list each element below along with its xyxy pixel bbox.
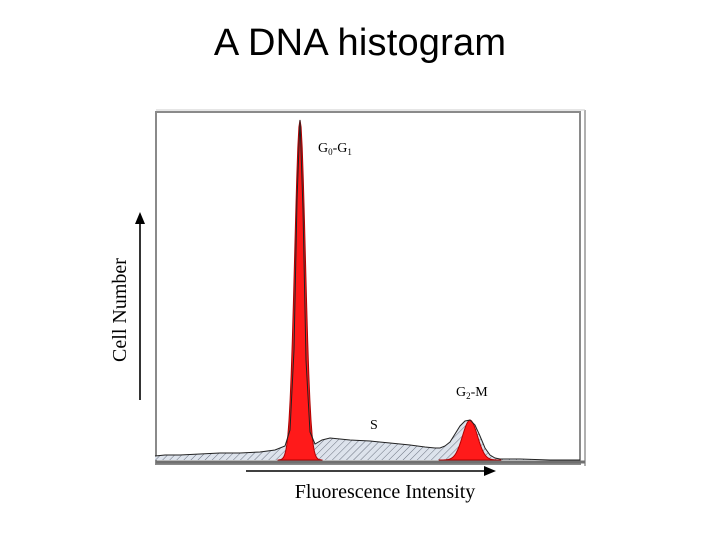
histogram-outline-line — [154, 119, 580, 461]
histogram-outline — [154, 119, 580, 461]
annotation-g0-g1-sub1: 0 — [328, 147, 333, 157]
peak-g0-g1 — [277, 119, 323, 461]
annotation-s: S — [370, 418, 378, 433]
y-axis-arrow — [135, 212, 145, 400]
annotation-g0-g1-sub2: 1 — [347, 147, 352, 157]
y-axis-label: Cell Number — [109, 258, 131, 362]
annotation-g0-g1-base: G — [318, 141, 328, 156]
annotation-g2-m-sub1: 2 — [466, 391, 471, 401]
s-phase-area — [155, 120, 580, 460]
annotation-g0-g1-mid: -G — [333, 141, 348, 156]
annotation-g2-m-mid: -M — [471, 385, 489, 400]
plot-border — [155, 111, 581, 465]
x-axis-label: Fluorescence Intensity — [295, 481, 476, 503]
annotation-g2-m-base: G — [456, 385, 466, 400]
s-phase-fill — [155, 120, 580, 460]
x-axis-arrow — [246, 466, 496, 476]
annotation-g0-g1: G0-G1 — [318, 141, 352, 157]
annotation-g2-m: G2-M — [456, 385, 488, 401]
peak-areas — [277, 119, 502, 461]
plot-frame — [155, 109, 586, 466]
slide-title: A DNA histogram — [213, 22, 507, 64]
